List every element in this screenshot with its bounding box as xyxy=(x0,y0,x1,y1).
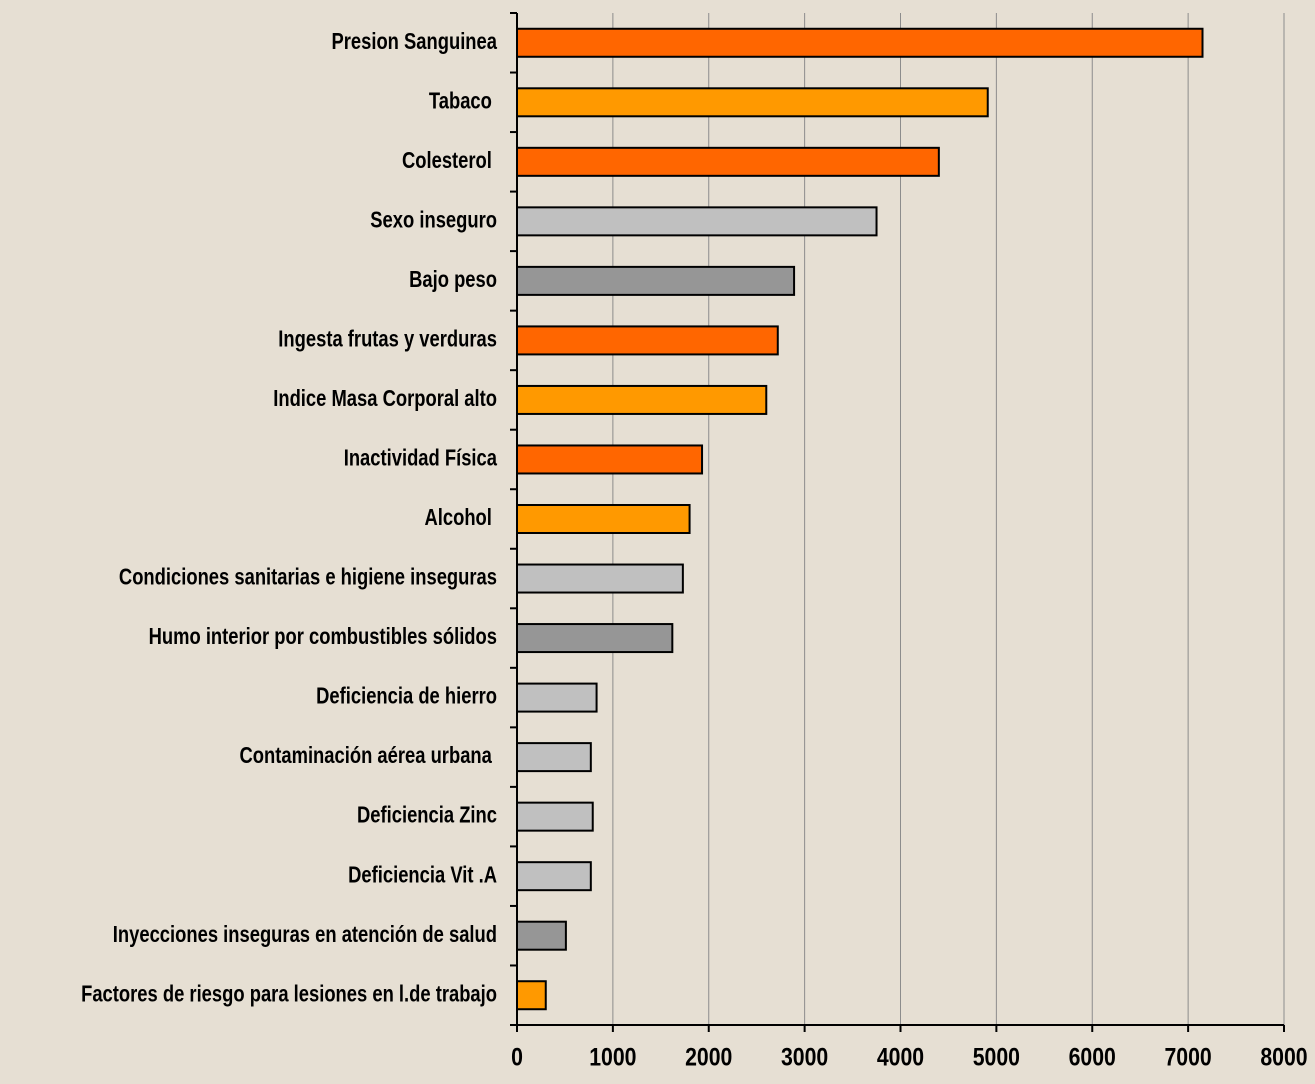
bar xyxy=(516,980,547,1011)
bar xyxy=(516,682,598,713)
bar xyxy=(516,444,704,475)
bar xyxy=(516,27,1204,58)
y-tick-label: Factores de riesgo para lesiones en l.de… xyxy=(81,981,497,1006)
y-tick-label: Deficiencia Vit .A xyxy=(348,862,497,887)
bar xyxy=(516,265,796,296)
bar xyxy=(516,146,940,177)
bar xyxy=(516,563,684,594)
y-tick-label: Indice Masa Corporal alto xyxy=(273,386,497,411)
y-tick-label: Inactividad Física xyxy=(344,446,498,471)
bar xyxy=(516,742,592,773)
bar xyxy=(516,504,691,534)
x-tick-label: 2000 xyxy=(685,1043,732,1071)
bar xyxy=(516,861,592,892)
x-tick-label: 5000 xyxy=(973,1043,1020,1071)
x-tick-label: 4000 xyxy=(877,1043,924,1071)
y-tick-label: Humo interior por combustibles sólidos xyxy=(149,624,497,649)
y-tick-label: Deficiencia de hierro xyxy=(316,684,497,709)
y-tick-label: Alcohol xyxy=(424,505,497,530)
y-tick-label: Bajo peso xyxy=(409,267,497,292)
y-tick-label: Colesterol xyxy=(402,148,497,173)
x-tick-label: 7000 xyxy=(1164,1043,1211,1071)
y-tick-label: Presion Sanguinea xyxy=(331,29,497,54)
y-tick-label: Tabaco xyxy=(429,88,497,113)
bar xyxy=(516,87,989,118)
y-tick-label: Inyecciones inseguras en atención de sal… xyxy=(113,922,497,947)
y-tick-label: Condiciones sanitarias e higiene insegur… xyxy=(119,565,497,590)
x-tick-label: 0 xyxy=(511,1043,523,1071)
bar xyxy=(516,384,768,415)
y-tick-label: Ingesta frutas y verduras xyxy=(278,327,497,352)
y-tick-label: Contaminación aérea urbana xyxy=(240,743,497,768)
y-tick-label: Sexo inseguro xyxy=(370,208,497,233)
x-tick-label: 1000 xyxy=(589,1043,636,1071)
bar xyxy=(516,206,878,237)
bar xyxy=(516,325,779,356)
bar xyxy=(516,920,567,951)
x-tick-label: 3000 xyxy=(781,1043,828,1071)
bar xyxy=(516,623,674,654)
bar xyxy=(516,801,594,832)
x-tick-label: 6000 xyxy=(1069,1043,1116,1071)
y-tick-label: Deficiencia Zinc xyxy=(357,803,497,828)
x-tick-label: 8000 xyxy=(1260,1043,1307,1071)
